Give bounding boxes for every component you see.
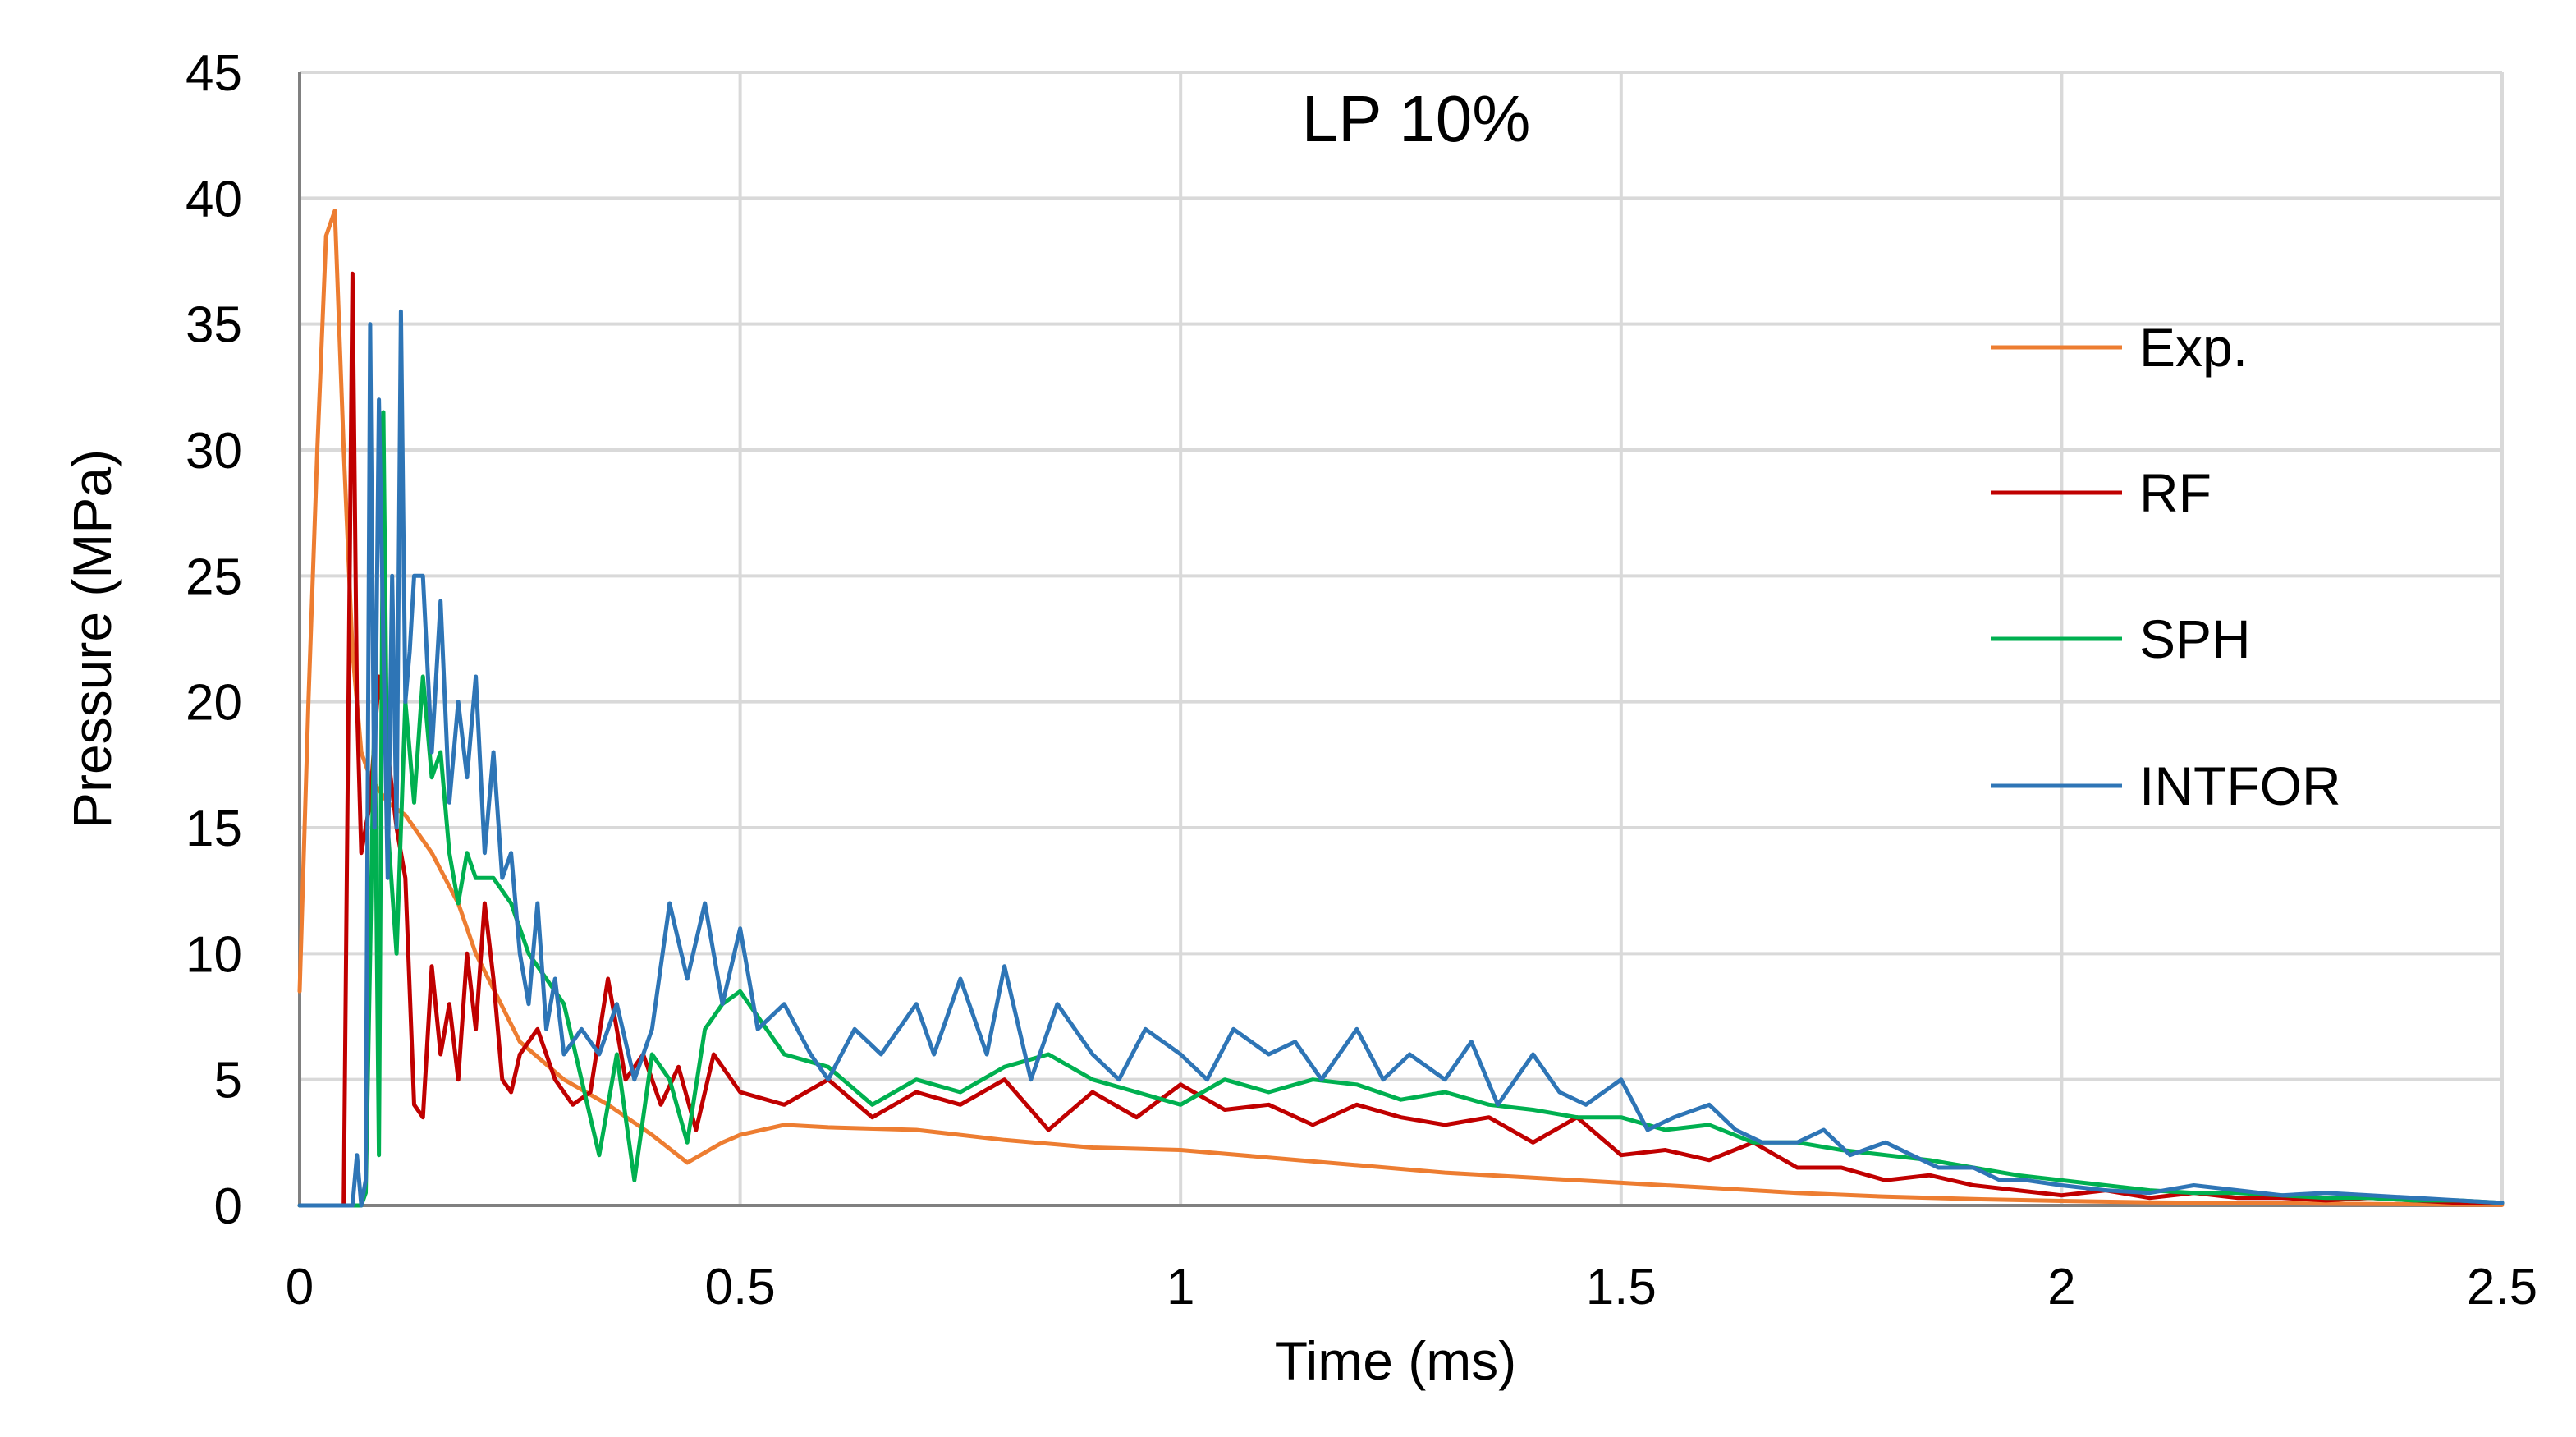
legend-label: RF — [2139, 462, 2212, 523]
y-tick-label: 35 — [186, 297, 242, 354]
y-tick-label: 5 — [214, 1053, 242, 1109]
y-axis-title: Pressure (MPa) — [62, 449, 122, 829]
legend-item-intfor: INTFOR — [1991, 755, 2341, 816]
y-tick-label: 40 — [186, 171, 242, 227]
y-tick-label: 10 — [186, 926, 242, 983]
x-axis-title: Time (ms) — [1275, 1330, 1517, 1391]
x-tick-label: 2 — [2047, 1259, 2075, 1315]
series-line-rf — [297, 271, 2505, 1208]
x-tick-label: 1.5 — [1586, 1259, 1657, 1315]
x-tick-label: 1 — [1167, 1259, 1194, 1315]
series-line-intfor — [297, 309, 2505, 1208]
x-tick-label: 0.5 — [704, 1259, 775, 1315]
y-tick-label: 30 — [186, 423, 242, 480]
y-tick-label: 20 — [186, 675, 242, 732]
y-tick-label: 15 — [186, 801, 242, 857]
legend-item-rf: RF — [1991, 462, 2212, 523]
chart-title: LP 10% — [1302, 82, 1531, 155]
legend-item-sph: SPH — [1991, 608, 2251, 669]
legend-label: Exp. — [2139, 317, 2248, 378]
series-lines — [297, 209, 2505, 1208]
legend-label: SPH — [2139, 608, 2251, 669]
x-tick-label: 2.5 — [2467, 1259, 2537, 1315]
x-tick-label: 0 — [286, 1259, 314, 1315]
y-tick-label: 25 — [186, 549, 242, 605]
axes — [298, 72, 2502, 1207]
tick-labels: 0 5 10 15 20 25 30 35 40 45 0 0.5 1 1.5 2 2.5 — [186, 45, 2537, 1315]
legend-label: INTFOR — [2139, 755, 2341, 816]
y-tick-label: 45 — [186, 45, 242, 102]
legend-item-exp: Exp. — [1991, 317, 2248, 378]
legend: Exp. RF SPH INTFOR — [1991, 317, 2341, 816]
y-tick-label: 0 — [214, 1178, 242, 1235]
